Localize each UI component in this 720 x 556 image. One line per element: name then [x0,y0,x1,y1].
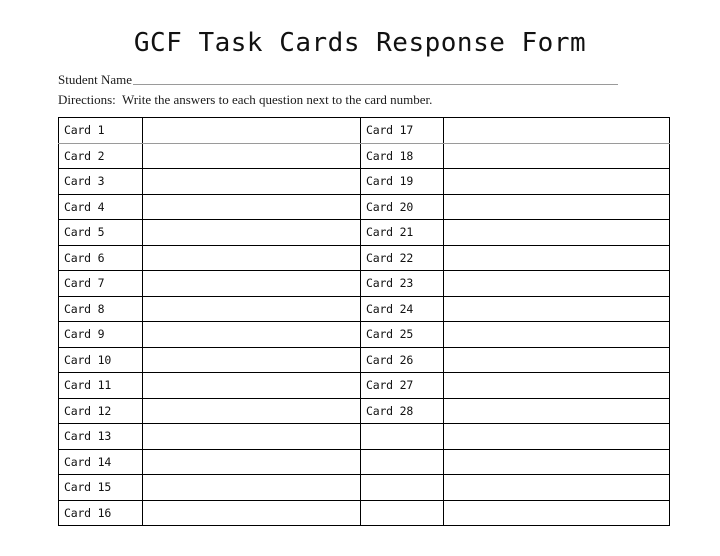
directions-text: Directions: Write the answers to each qu… [58,92,433,107]
table-row: Card 10 Card 26 [58,346,670,373]
card-label-left: Card 9 [58,321,143,348]
card-label-right: Card 23 [360,270,444,297]
card-label-right: Card 21 [360,219,444,246]
response-table: Card 1 Card 17 Card 2 Card 18 Card 3 Card 19 C… [58,117,670,526]
card-label-right [360,448,444,475]
page-title: GCF Task Cards Response Form [133,28,587,58]
answer-field-left[interactable] [142,193,361,220]
answer-field-right[interactable] [443,321,670,348]
answer-field-right[interactable] [443,499,670,526]
answer-field-left[interactable] [142,168,361,195]
card-label-right: Card 28 [360,397,444,424]
table-row: Card 9 Card 25 [58,321,670,348]
card-label-left: Card 15 [58,474,143,501]
card-label-left: Card 2 [58,142,143,169]
card-label-right: Card 27 [360,372,444,399]
table-row: Card 5 Card 21 [58,219,670,246]
card-label-left: Card 4 [58,193,143,220]
card-label-left: Card 5 [58,219,143,246]
card-label-right [360,499,444,526]
table-row: Card 16 [58,499,670,526]
card-label-left: Card 7 [58,270,143,297]
answer-field-right[interactable] [443,346,670,373]
student-name-row: Student Name [58,69,618,87]
card-label-left: Card 1 [58,117,143,144]
card-label-left: Card 10 [58,346,143,373]
answer-field-left[interactable] [142,346,361,373]
student-name-write-line[interactable] [133,84,618,85]
card-label-right: Card 17 [360,117,444,144]
answer-field-right[interactable] [443,423,670,450]
table-row: Card 13 [58,423,670,450]
answer-field-left[interactable] [142,372,361,399]
answer-field-left[interactable] [142,423,361,450]
table-row: Card 11 Card 27 [58,372,670,399]
answer-field-left[interactable] [142,117,361,144]
response-table-body: Card 1 Card 17 Card 2 Card 18 Card 3 Card 19 C… [58,117,670,526]
answer-field-left[interactable] [142,448,361,475]
table-row: Card 3 Card 19 [58,168,670,195]
table-row: Card 15 [58,474,670,501]
answer-field-right[interactable] [443,448,670,475]
answer-field-right[interactable] [443,168,670,195]
card-label-left: Card 12 [58,397,143,424]
answer-field-right[interactable] [443,474,670,501]
card-label-right [360,423,444,450]
answer-field-right[interactable] [443,219,670,246]
answer-field-left[interactable] [142,499,361,526]
card-label-right: Card 19 [360,168,444,195]
answer-field-left[interactable] [142,244,361,271]
table-row: Card 8 Card 24 [58,295,670,322]
student-name-label: Student Name [58,72,133,87]
answer-field-left[interactable] [142,397,361,424]
answer-field-right[interactable] [443,270,670,297]
answer-field-right[interactable] [443,193,670,220]
answer-field-right[interactable] [443,372,670,399]
table-row: Card 1 Card 17 [58,117,670,144]
answer-field-right[interactable] [443,244,670,271]
answer-field-right[interactable] [443,117,670,144]
card-label-right: Card 22 [360,244,444,271]
answer-field-left[interactable] [142,270,361,297]
table-row: Card 7 Card 23 [58,270,670,297]
card-label-right: Card 26 [360,346,444,373]
answer-field-left[interactable] [142,321,361,348]
answer-field-right[interactable] [443,397,670,424]
answer-field-right[interactable] [443,295,670,322]
answer-field-left[interactable] [142,219,361,246]
card-label-left: Card 13 [58,423,143,450]
answer-field-left[interactable] [142,295,361,322]
table-row: Card 2 Card 18 [58,142,670,169]
card-label-left: Card 8 [58,295,143,322]
card-label-left: Card 6 [58,244,143,271]
table-row: Card 4 Card 20 [58,193,670,220]
table-row: Card 14 [58,448,670,475]
card-label-right: Card 18 [360,142,444,169]
card-label-left: Card 14 [58,448,143,475]
table-row: Card 12 Card 28 [58,397,670,424]
answer-field-right[interactable] [443,142,670,169]
card-label-right: Card 20 [360,193,444,220]
answer-field-left[interactable] [142,474,361,501]
card-label-right: Card 24 [360,295,444,322]
table-row: Card 6 Card 22 [58,244,670,271]
card-label-right: Card 25 [360,321,444,348]
card-label-left: Card 16 [58,499,143,526]
card-label-right [360,474,444,501]
card-label-left: Card 3 [58,168,143,195]
card-label-left: Card 11 [58,372,143,399]
answer-field-left[interactable] [142,142,361,169]
